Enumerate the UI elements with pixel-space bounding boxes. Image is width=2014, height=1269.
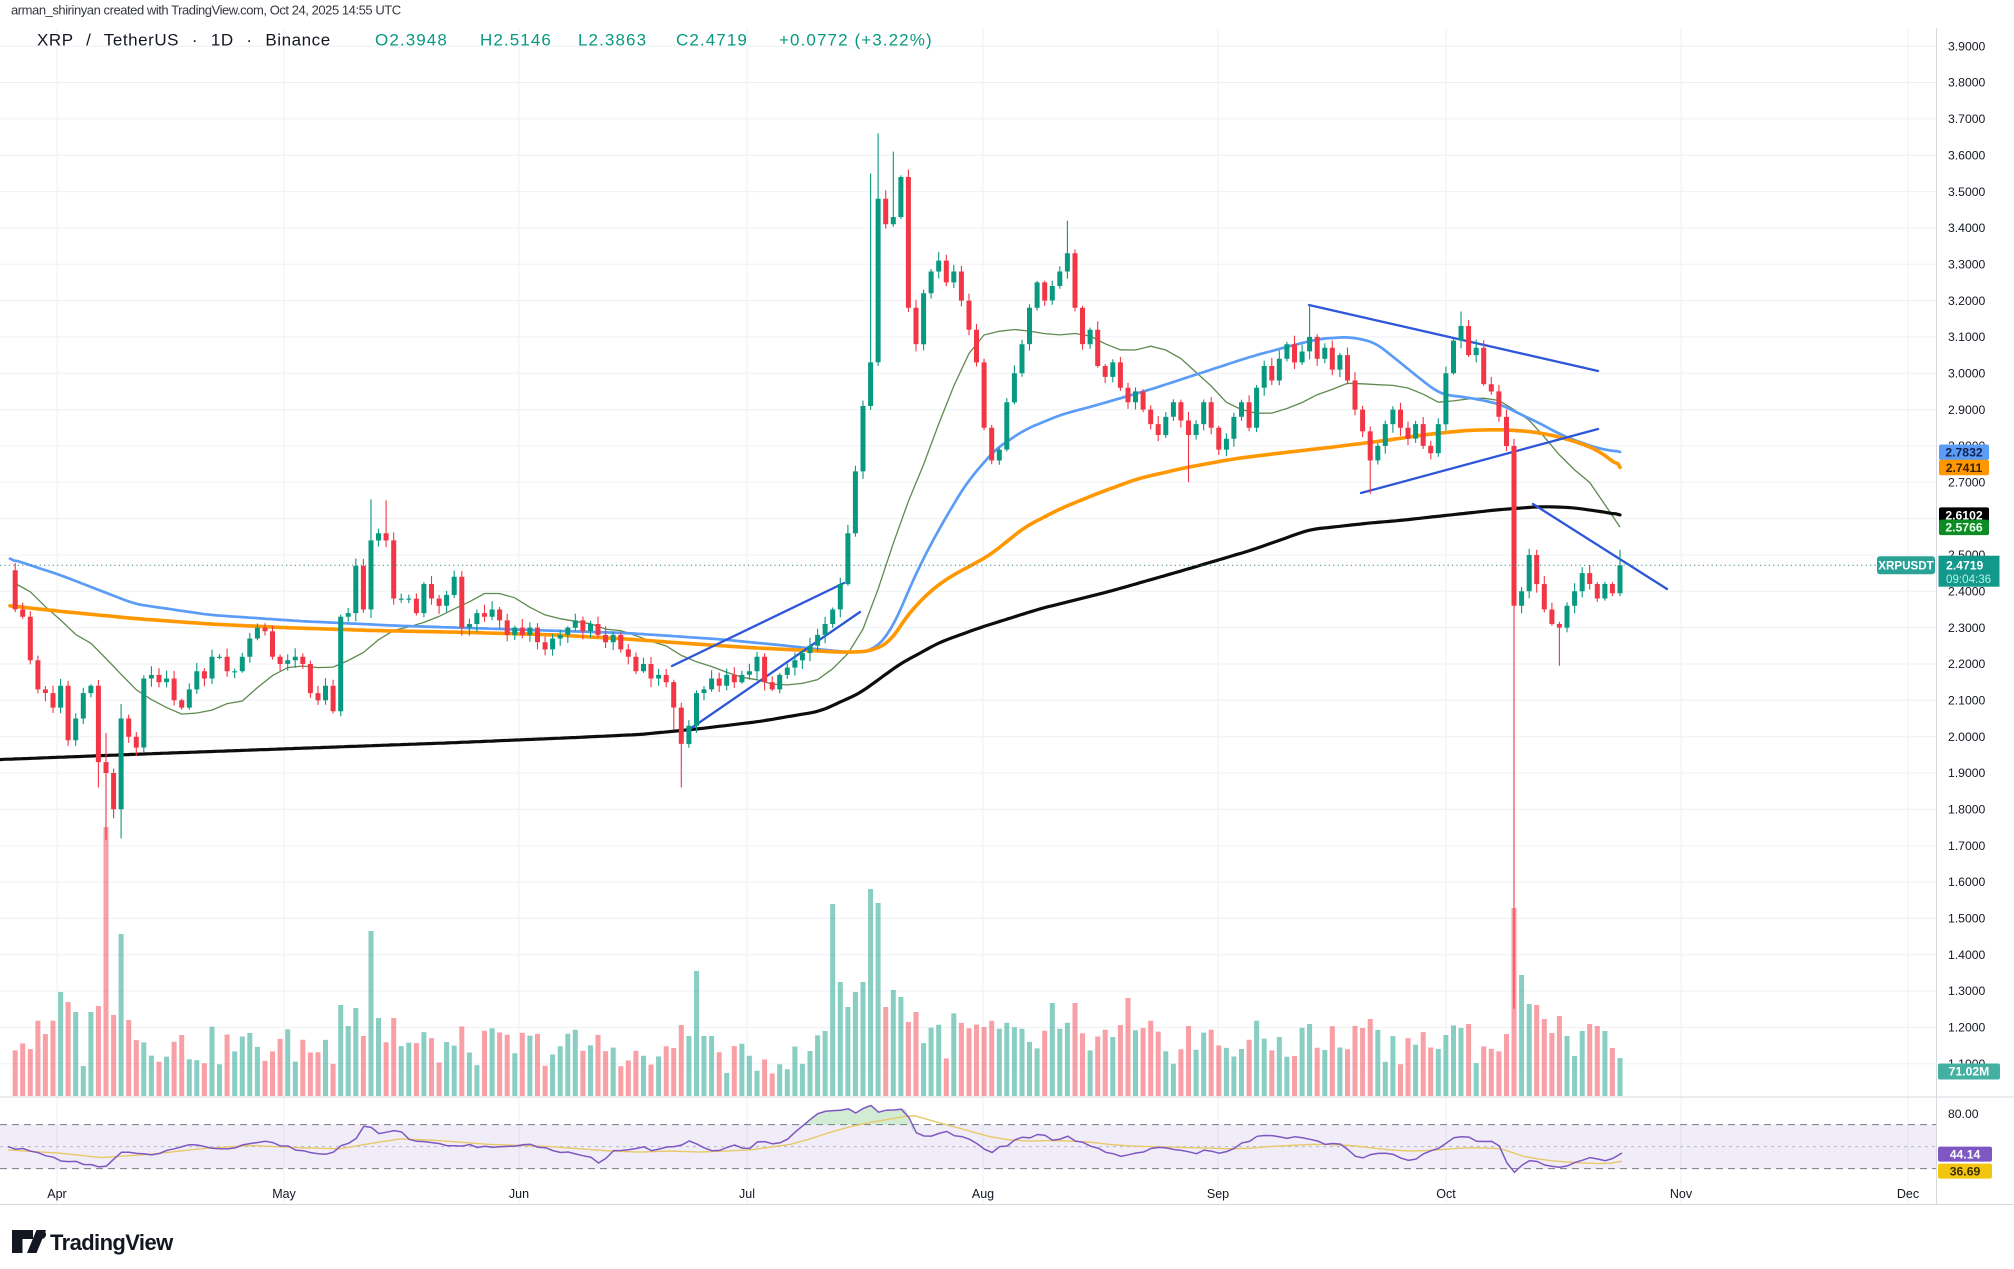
- svg-text:1.3000: 1.3000: [1948, 984, 1985, 998]
- svg-text:Aug: Aug: [972, 1187, 994, 1201]
- svg-text:2.7000: 2.7000: [1948, 476, 1985, 490]
- svg-text:May: May: [272, 1187, 296, 1201]
- svg-text:3.8000: 3.8000: [1948, 76, 1985, 90]
- svg-text:2.1000: 2.1000: [1948, 694, 1985, 708]
- svg-text:3.6000: 3.6000: [1948, 148, 1985, 162]
- svg-text:2.0000: 2.0000: [1948, 730, 1985, 744]
- svg-text:3.3000: 3.3000: [1948, 257, 1985, 271]
- svg-text:2.5766: 2.5766: [1945, 521, 1982, 535]
- svg-text:Dec: Dec: [1897, 1187, 1919, 1201]
- svg-text:1.9000: 1.9000: [1948, 766, 1985, 780]
- svg-text:1.7000: 1.7000: [1948, 839, 1985, 853]
- svg-text:3.1000: 3.1000: [1948, 330, 1985, 344]
- svg-text:3.0000: 3.0000: [1948, 367, 1985, 381]
- svg-text:36.69: 36.69: [1950, 1164, 1981, 1178]
- svg-text:XRP / TetherUS · 1D · Binance: XRP / TetherUS · 1D · Binance: [37, 31, 331, 50]
- svg-text:3.7000: 3.7000: [1948, 112, 1985, 126]
- svg-text:09:04:36: 09:04:36: [1946, 573, 1991, 586]
- svg-text:C2.4719: C2.4719: [676, 31, 748, 50]
- svg-text:TradingView: TradingView: [50, 1230, 174, 1255]
- svg-text:Jun: Jun: [509, 1187, 529, 1201]
- svg-text:3.5000: 3.5000: [1948, 185, 1985, 199]
- svg-text:2.9000: 2.9000: [1948, 403, 1985, 417]
- svg-text:1.5000: 1.5000: [1948, 912, 1985, 926]
- svg-text:1.2000: 1.2000: [1948, 1021, 1985, 1035]
- svg-text:3.9000: 3.9000: [1948, 39, 1985, 53]
- svg-text:arman_shirinyan created with T: arman_shirinyan created with TradingView…: [11, 3, 401, 18]
- svg-text:H2.5146: H2.5146: [480, 31, 552, 50]
- svg-text:2.2000: 2.2000: [1948, 657, 1985, 671]
- svg-text:2.4000: 2.4000: [1948, 585, 1985, 599]
- svg-text:2.7411: 2.7411: [1946, 461, 1983, 475]
- svg-text:Sep: Sep: [1207, 1187, 1229, 1201]
- svg-text:Apr: Apr: [47, 1187, 66, 1201]
- svg-text:80.00: 80.00: [1948, 1107, 1979, 1121]
- svg-text:3.4000: 3.4000: [1948, 221, 1985, 235]
- svg-text:O2.3948: O2.3948: [375, 31, 448, 50]
- svg-text:Oct: Oct: [1436, 1187, 1456, 1201]
- svg-text:44.14: 44.14: [1950, 1147, 1981, 1161]
- svg-text:2.4719: 2.4719: [1946, 559, 1983, 573]
- svg-text:Jul: Jul: [739, 1187, 755, 1201]
- svg-text:2.6102: 2.6102: [1945, 508, 1982, 522]
- svg-text:Nov: Nov: [1670, 1187, 1693, 1201]
- svg-text:1.8000: 1.8000: [1948, 803, 1985, 817]
- svg-text:+0.0772 (+3.22%): +0.0772 (+3.22%): [779, 31, 933, 50]
- svg-text:3.2000: 3.2000: [1948, 294, 1985, 308]
- svg-text:1.6000: 1.6000: [1948, 875, 1985, 889]
- svg-text:71.02M: 71.02M: [1949, 1065, 1990, 1079]
- svg-text:XRPUSDT: XRPUSDT: [1878, 560, 1933, 573]
- svg-text:1.4000: 1.4000: [1948, 948, 1985, 962]
- svg-text:2.7832: 2.7832: [1945, 446, 1982, 460]
- svg-text:2.3000: 2.3000: [1948, 621, 1985, 635]
- svg-text:L2.3863: L2.3863: [578, 31, 647, 50]
